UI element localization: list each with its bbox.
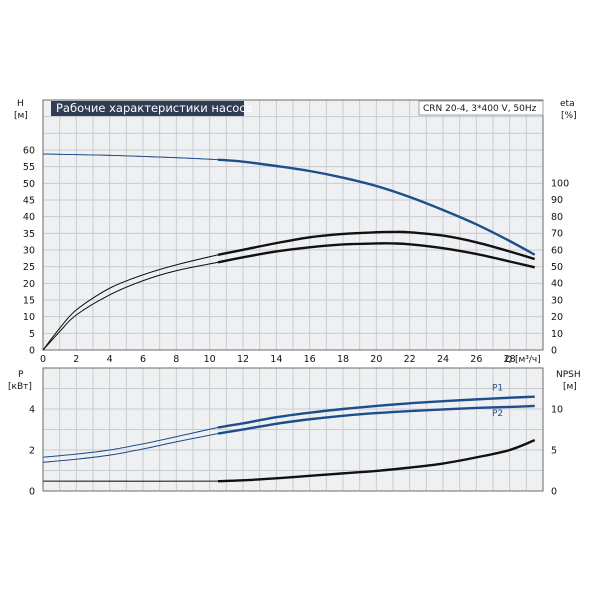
p2-series-label: P2 — [492, 409, 503, 419]
power-p1-curve-thin — [42, 427, 219, 458]
head-axis-unit: [м] — [14, 111, 28, 121]
power-axis-unit: [кВт] — [8, 382, 32, 392]
head-curve-thin — [42, 153, 219, 161]
eta-axis-label: eta — [560, 99, 575, 109]
npsh-axis-label: NPSH — [556, 370, 581, 380]
model-label: CRN 20-4, 3*400 V, 50Hz — [423, 104, 537, 114]
eta-tick-label: 10 — [551, 329, 563, 340]
eta-tick-label: 70 — [551, 229, 563, 240]
x-tick-label: 28 — [504, 354, 516, 365]
head-tick-label: 20 — [23, 279, 35, 290]
head-tick-label: 55 — [23, 162, 35, 173]
head-tick-label: 60 — [23, 146, 35, 157]
head-tick-label: 25 — [23, 262, 35, 273]
bottom-plot-frame — [42, 367, 544, 492]
efficiency-curve-2-thin — [42, 261, 219, 351]
efficiency-curve-1-thick — [217, 230, 536, 261]
eta-tick-label: 50 — [551, 262, 563, 273]
head-tick-label: 0 — [29, 346, 35, 357]
x-tick-label: 24 — [437, 354, 449, 365]
flow-axis-label: Q [м³/ч] — [505, 355, 541, 365]
x-tick-label: 10 — [204, 354, 216, 365]
x-tick-label: 20 — [370, 354, 382, 365]
p1-series-label: P1 — [492, 384, 503, 394]
power-p2-curve-thin — [42, 433, 219, 463]
eta-tick-label: 40 — [551, 279, 563, 290]
power-tick-label: 0 — [29, 487, 35, 498]
chart-title-box — [51, 101, 244, 116]
head-tick-label: 40 — [23, 212, 35, 223]
head-efficiency-plot — [42, 99, 544, 351]
x-tick-label: 12 — [237, 354, 249, 365]
power-tick-label: 2 — [29, 446, 35, 457]
eta-axis-unit: [%] — [561, 111, 577, 121]
x-tick-label: 14 — [270, 354, 282, 365]
chart-title: Рабочие характеристики насоса — [56, 101, 253, 115]
eta-tick-label: 0 — [551, 346, 557, 357]
eta-tick-label: 90 — [551, 195, 563, 206]
eta-tick-label: 30 — [551, 295, 563, 306]
efficiency-curve-1-thin — [42, 254, 219, 351]
power-axis-label: P — [18, 370, 24, 380]
power-p2-curve-thick — [217, 404, 535, 435]
head-tick-label: 50 — [23, 179, 35, 190]
head-tick-label: 30 — [23, 246, 35, 257]
eta-tick-label: 100 — [551, 179, 569, 190]
head-curve-thick — [217, 158, 536, 256]
head-tick-label: 35 — [23, 229, 35, 240]
npsh-tick-label: 10 — [551, 405, 563, 416]
npsh-axis-unit: [м] — [563, 382, 577, 392]
head-tick-label: 45 — [23, 196, 35, 207]
eta-tick-label: 60 — [551, 245, 563, 256]
model-label-box — [418, 100, 544, 116]
top-plot-frame — [42, 99, 544, 351]
head-axis-label: H — [17, 99, 24, 109]
npsh-curve-thick — [217, 439, 536, 483]
x-tick-label: 0 — [40, 354, 46, 365]
eta-tick-label: 20 — [551, 312, 563, 323]
power-tick-label: 4 — [29, 405, 35, 416]
head-tick-label: 5 — [29, 329, 35, 340]
head-tick-label: 15 — [23, 296, 35, 307]
npsh-tick-label: 5 — [551, 446, 557, 457]
power-npsh-plot — [42, 367, 544, 492]
x-tick-label: 4 — [107, 354, 113, 365]
chart-labels: Рабочие характеристики насоса CRN 20-4, 3… — [8, 99, 581, 498]
x-tick-label: 26 — [470, 354, 482, 365]
eta-tick-label: 80 — [551, 212, 563, 223]
x-tick-label: 8 — [173, 354, 179, 365]
x-tick-label: 22 — [404, 354, 416, 365]
x-tick-label: 6 — [140, 354, 146, 365]
x-tick-label: 16 — [304, 354, 316, 365]
head-tick-label: 10 — [23, 312, 35, 323]
x-tick-label: 18 — [337, 354, 349, 365]
npsh-tick-label: 0 — [551, 487, 557, 498]
x-tick-label: 2 — [73, 354, 79, 365]
power-p1-curve-thick — [217, 395, 535, 429]
efficiency-curve-2-thick — [217, 242, 535, 269]
